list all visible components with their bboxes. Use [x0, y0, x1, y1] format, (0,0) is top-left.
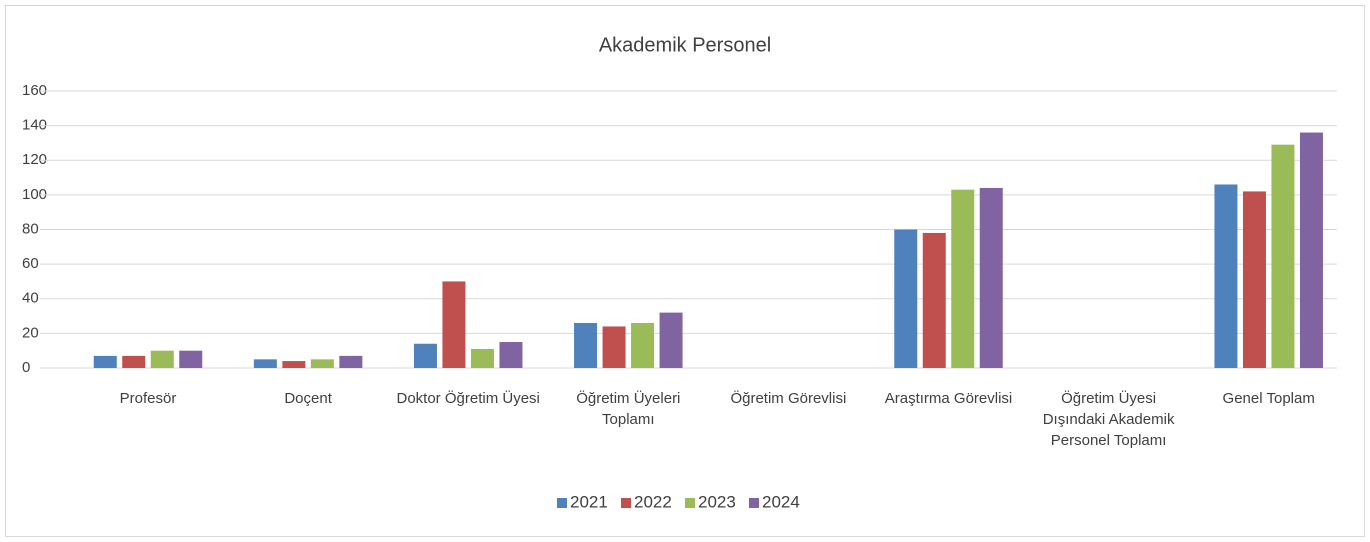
bar [442, 281, 466, 368]
bar [470, 348, 494, 368]
x-tick-label: Doktor Öğretim Üyesi [396, 390, 540, 407]
bar [979, 187, 1003, 368]
legend-swatch [621, 498, 631, 508]
legend-swatch [557, 498, 567, 508]
bar [282, 361, 306, 368]
y-tick-label: 60 [22, 255, 39, 272]
y-tick-label: 80 [22, 220, 39, 237]
bar [413, 343, 437, 368]
bar [1271, 144, 1295, 368]
bar [253, 359, 277, 368]
bar [951, 189, 975, 368]
legend-label: 2023 [698, 492, 736, 511]
legend-swatch [685, 498, 695, 508]
legend-swatch [749, 498, 759, 508]
x-tick-label: Öğretim Görevlisi [730, 390, 847, 407]
bar [122, 355, 146, 368]
bar [602, 326, 626, 368]
y-tick-label: 0 [22, 359, 30, 376]
bar [310, 359, 334, 368]
chart-title: Akademik Personel [599, 34, 771, 56]
y-tick-label: 100 [22, 186, 47, 203]
x-tick-label: Öğretim Üyeleri Toplamı [576, 390, 681, 428]
bar [93, 355, 117, 368]
bar [179, 350, 203, 368]
bar [894, 229, 918, 368]
x-tick-label: Öğretim Üyesi Dışındaki Akademik Persone… [1042, 390, 1175, 449]
bar [1299, 132, 1323, 368]
y-tick-label: 120 [22, 151, 47, 168]
y-tick-label: 40 [22, 290, 39, 307]
y-tick-label: 20 [22, 324, 39, 341]
chart-border [5, 5, 1365, 537]
x-tick-label: Araştırma Görevlisi [884, 390, 1013, 407]
bar [339, 355, 363, 368]
x-tick-label: Doçent [284, 390, 332, 407]
x-tick-label: Profesör [119, 390, 177, 407]
y-tick-label: 140 [22, 117, 47, 134]
bar [574, 322, 598, 368]
bar [922, 232, 946, 368]
y-tick-label: 160 [22, 82, 47, 99]
bar [1242, 191, 1266, 368]
x-tick-label: Genel Toplam [1222, 390, 1315, 407]
legend-label: 2024 [762, 492, 800, 511]
bar [659, 312, 683, 368]
legend-label: 2021 [570, 492, 608, 511]
bar [631, 322, 655, 368]
bar [1214, 184, 1238, 368]
bar [499, 342, 523, 368]
legend-label: 2022 [634, 492, 672, 511]
bar [150, 350, 174, 368]
